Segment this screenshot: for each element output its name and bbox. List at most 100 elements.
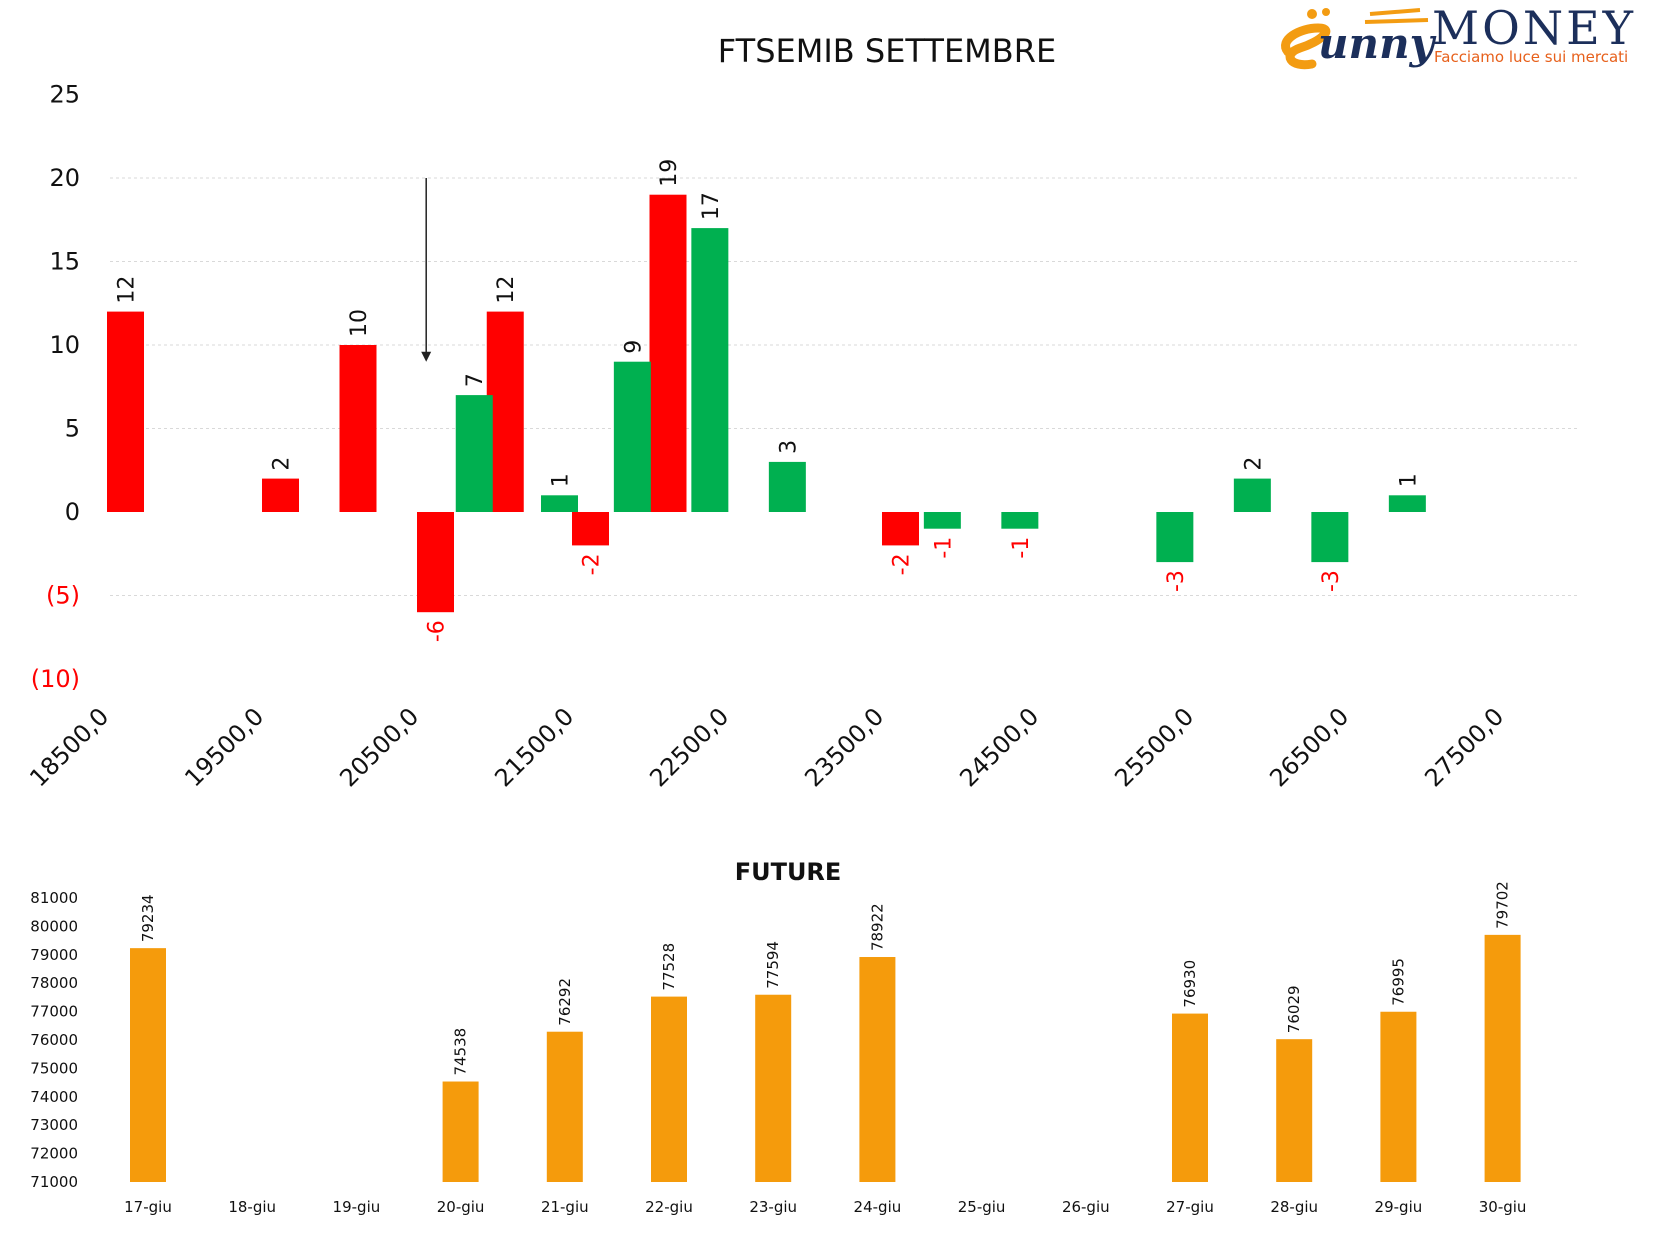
data-label: -1 bbox=[931, 537, 956, 559]
x-tick-label: 25-giu bbox=[958, 1198, 1006, 1216]
x-tick-label: 23-giu bbox=[749, 1198, 797, 1216]
data-label: 17 bbox=[699, 192, 724, 220]
y-tick-label: 0 bbox=[65, 498, 80, 526]
data-label: 76930 bbox=[1181, 960, 1199, 1008]
x-tick-label: 22-giu bbox=[645, 1198, 693, 1216]
main-chart-x-axis: 18500,0 19500,0 20500,0 21500,0 22500,0 23500… bbox=[24, 702, 1509, 792]
main-chart-title: FTSEMIB SETTEMBRE bbox=[718, 32, 1056, 70]
future-chart-y-axis: 71000 72000 73000 74000 75000 76000 77000 78000… bbox=[30, 889, 78, 1191]
data-label: 76292 bbox=[556, 978, 574, 1026]
bar bbox=[649, 194, 687, 512]
x-tick-label: 29-giu bbox=[1375, 1198, 1423, 1216]
y-tick-label: 10 bbox=[49, 331, 80, 359]
bar bbox=[442, 1081, 479, 1182]
bar bbox=[1380, 1011, 1417, 1182]
y-tick-label: 79000 bbox=[30, 946, 78, 964]
bar bbox=[1276, 1039, 1313, 1182]
x-tick-label: 27-giu bbox=[1166, 1198, 1214, 1216]
x-tick-label: 21500,0 bbox=[489, 702, 579, 792]
bar bbox=[1001, 512, 1039, 529]
bar bbox=[572, 512, 609, 546]
data-label: 19 bbox=[657, 159, 682, 187]
future-chart-bars bbox=[130, 934, 1521, 1182]
data-label: -3 bbox=[1164, 570, 1189, 592]
data-label: 78922 bbox=[868, 903, 886, 951]
bar bbox=[417, 512, 454, 613]
bar bbox=[1172, 1013, 1208, 1182]
bar bbox=[130, 948, 166, 1182]
data-label: -3 bbox=[1319, 570, 1344, 592]
y-tick-label: 20 bbox=[49, 164, 80, 192]
bar bbox=[541, 495, 578, 512]
data-label: 77528 bbox=[660, 943, 678, 991]
x-tick-label: 26-giu bbox=[1062, 1198, 1110, 1216]
x-tick-label: 25500,0 bbox=[1109, 702, 1199, 792]
bar bbox=[546, 1031, 583, 1182]
x-tick-label: 19500,0 bbox=[179, 702, 269, 792]
future-chart-title: FUTURE bbox=[735, 858, 842, 886]
x-tick-label: 18500,0 bbox=[24, 702, 114, 792]
bar bbox=[1156, 512, 1194, 563]
bar bbox=[755, 994, 792, 1182]
data-label: 7 bbox=[463, 373, 488, 387]
data-label: -1 bbox=[1009, 537, 1034, 559]
data-label: 12 bbox=[494, 276, 519, 304]
y-tick-label: 73000 bbox=[30, 1116, 78, 1134]
y-tick-label: 15 bbox=[49, 248, 80, 276]
y-tick-label: 72000 bbox=[30, 1145, 78, 1163]
y-tick-label: 80000 bbox=[30, 917, 78, 935]
main-chart-bars bbox=[107, 194, 1426, 613]
y-tick-label: 78000 bbox=[30, 974, 78, 992]
data-label: 79234 bbox=[139, 894, 157, 942]
y-tick-label: 75000 bbox=[30, 1059, 78, 1077]
y-tick-label: 76000 bbox=[30, 1031, 78, 1049]
y-tick-label: 71000 bbox=[30, 1173, 78, 1191]
x-tick-label: 24-giu bbox=[854, 1198, 902, 1216]
x-tick-label: 23500,0 bbox=[799, 702, 889, 792]
bar bbox=[1388, 495, 1426, 512]
x-tick-label: 20-giu bbox=[437, 1198, 485, 1216]
data-label: 3 bbox=[776, 440, 801, 454]
x-tick-label: 30-giu bbox=[1479, 1198, 1527, 1216]
data-label: 2 bbox=[1241, 457, 1266, 471]
bar bbox=[882, 512, 919, 546]
x-tick-label: 27500,0 bbox=[1419, 702, 1509, 792]
bar bbox=[859, 957, 896, 1182]
data-label: 12 bbox=[115, 276, 140, 304]
data-label: 77594 bbox=[764, 941, 782, 989]
bar bbox=[613, 361, 651, 512]
logo-s-swoosh-icon bbox=[1281, 23, 1331, 70]
future-chart-x-axis: 17-giu 18-giu 19-giu 20-giu 21-giu 22-giu 23-g… bbox=[124, 1198, 1526, 1216]
x-tick-label: 21-giu bbox=[541, 1198, 589, 1216]
data-label: 1 bbox=[549, 473, 574, 487]
y-tick-label: 77000 bbox=[30, 1003, 78, 1021]
bar bbox=[455, 395, 493, 512]
data-label: -2 bbox=[580, 553, 605, 575]
data-label: 2 bbox=[270, 457, 295, 471]
logo-tagline: Facciamo luce sui mercati bbox=[1434, 48, 1628, 66]
x-tick-label: 22500,0 bbox=[644, 702, 734, 792]
bar bbox=[651, 996, 687, 1182]
data-label: 76995 bbox=[1389, 958, 1407, 1006]
y-tick-label: 74000 bbox=[30, 1088, 78, 1106]
x-tick-label: 26500,0 bbox=[1264, 702, 1354, 792]
y-tick-label: 81000 bbox=[30, 889, 78, 907]
data-label: 74538 bbox=[452, 1028, 470, 1076]
x-tick-label: 20500,0 bbox=[334, 702, 424, 792]
logo-brand-main: MONEY bbox=[1432, 1, 1636, 55]
x-tick-label: 17-giu bbox=[124, 1198, 172, 1216]
x-tick-label: 24500,0 bbox=[954, 702, 1044, 792]
bar bbox=[1311, 512, 1349, 563]
data-label: 9 bbox=[621, 340, 646, 354]
bar bbox=[486, 311, 524, 512]
bar bbox=[1233, 478, 1271, 512]
y-tick-label: (5) bbox=[46, 582, 80, 610]
bar bbox=[768, 461, 806, 512]
x-tick-label: 28-giu bbox=[1270, 1198, 1318, 1216]
bar bbox=[923, 512, 961, 529]
y-tick-label: 5 bbox=[65, 415, 80, 443]
bar bbox=[691, 228, 729, 512]
arrow-head-icon bbox=[421, 351, 432, 362]
